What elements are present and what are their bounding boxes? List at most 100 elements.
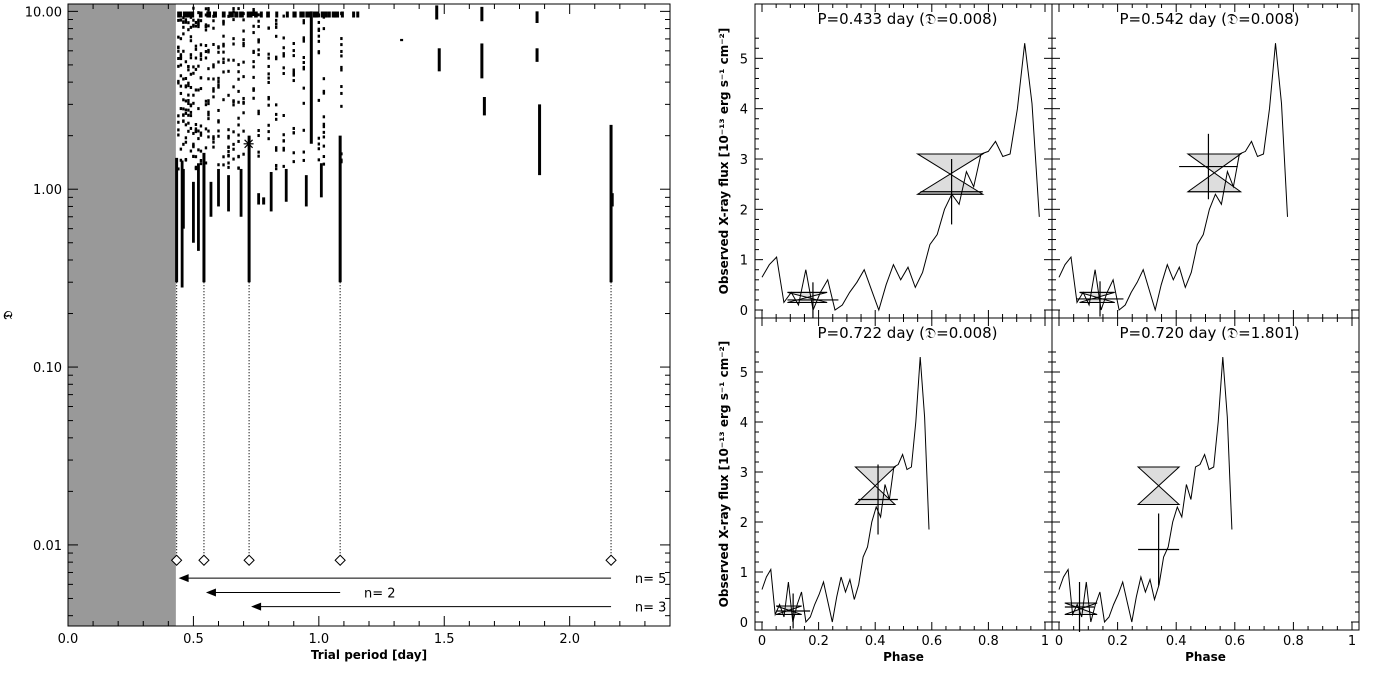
trial-point — [194, 127, 198, 131]
trial-point — [179, 54, 183, 58]
lightcurve-panel: P=0.722 day (𝔇=0.008) 0 1 2 3 4 5 Observed X-ra… — [717, 317, 1053, 664]
trial-point — [184, 136, 188, 140]
trial-point — [322, 155, 326, 159]
trial-point — [179, 84, 183, 88]
trial-point — [222, 98, 225, 102]
trial-point — [252, 96, 255, 100]
trial-point — [197, 25, 200, 29]
trial-point — [302, 19, 305, 23]
trial-point — [199, 87, 203, 91]
trial-point — [182, 25, 185, 29]
trial-point — [207, 67, 210, 71]
lightcurve-panel: P=0.433 day (𝔇=0.008) 0 1 2 3 4 5 Observed X-ra… — [717, 3, 1053, 319]
trial-point — [207, 24, 210, 28]
trial-point — [227, 153, 230, 157]
trial-point — [189, 126, 193, 130]
trial-point — [252, 75, 255, 79]
lightcurve-panel: P=0.720 day (𝔇=1.801) 0 0.2 0.4 0.6 0.8 1 Phase — [1051, 317, 1360, 664]
x-tick-label: 1.0 — [308, 632, 329, 647]
trial-point — [184, 60, 188, 64]
trial-point — [257, 154, 260, 158]
trial-point — [282, 133, 285, 137]
trial-point — [257, 48, 260, 52]
trial-point — [177, 167, 180, 171]
trial-point — [292, 49, 295, 53]
trial-point — [192, 154, 195, 158]
panel-title: P=0.720 day (𝔇=1.801) — [1119, 324, 1299, 342]
trial-point — [197, 137, 200, 141]
trial-point — [207, 129, 210, 133]
trial-point — [266, 11, 270, 18]
trial-point — [177, 11, 181, 18]
trial-point — [228, 11, 232, 18]
trial-point — [179, 18, 183, 22]
trial-point — [182, 20, 185, 24]
trial-point — [212, 87, 215, 91]
trial-point — [192, 101, 195, 105]
trial-point — [237, 7, 240, 11]
trial-point — [240, 11, 244, 18]
trial-point — [252, 31, 255, 35]
trial-point — [302, 21, 305, 25]
trial-point — [192, 145, 195, 149]
trial-point — [197, 88, 200, 92]
trial-point — [292, 126, 295, 130]
trial-point — [340, 91, 343, 95]
harmonic-arrowhead — [251, 602, 262, 611]
y-tick-label: 0 — [740, 616, 748, 631]
trial-point — [237, 155, 240, 159]
trial-point — [192, 93, 195, 97]
minimum-diamond — [334, 554, 346, 566]
trial-point — [322, 162, 326, 166]
trial-point — [302, 39, 305, 43]
trial-point — [267, 123, 270, 127]
trial-point — [246, 11, 250, 18]
trial-point — [302, 56, 305, 60]
trial-point — [257, 19, 260, 23]
trial-point — [182, 119, 185, 123]
trial-point — [282, 52, 285, 56]
trial-point — [207, 50, 210, 54]
trial-point — [189, 85, 193, 89]
trial-point — [292, 131, 295, 135]
trial-point — [177, 64, 180, 68]
trial-point — [352, 11, 356, 18]
trial-point — [184, 20, 188, 24]
lightcurve-line — [1058, 43, 1288, 312]
trial-point — [182, 142, 185, 146]
trial-point — [194, 24, 198, 28]
trial-point — [232, 58, 235, 62]
y-tick-label: 2 — [740, 516, 748, 531]
trial-point — [257, 38, 260, 42]
trial-point — [217, 108, 220, 112]
trial-point — [242, 18, 245, 22]
trial-point — [242, 60, 245, 64]
trial-point — [252, 65, 255, 69]
trial-point — [222, 34, 225, 38]
trial-point — [235, 11, 239, 18]
trial-point — [199, 54, 203, 58]
trial-point — [179, 107, 183, 111]
trial-point — [282, 54, 285, 58]
trial-point — [237, 77, 240, 81]
lightcurve-line — [1058, 356, 1233, 624]
trial-point — [302, 86, 305, 90]
trial-point — [232, 42, 235, 46]
trial-point — [184, 108, 188, 112]
trial-point — [274, 55, 278, 59]
trial-point — [322, 91, 326, 95]
trial-point — [267, 52, 270, 56]
trial-point — [217, 163, 220, 167]
trial-point — [292, 151, 295, 155]
trial-point — [237, 100, 240, 104]
minimum-diamond — [170, 554, 183, 566]
trial-point — [317, 98, 321, 102]
trial-point — [179, 147, 183, 151]
trial-point — [189, 56, 193, 60]
trial-point — [217, 60, 220, 64]
minimum-diamond — [605, 554, 617, 566]
trial-point — [242, 29, 245, 33]
x-axis-label: Phase — [1185, 650, 1226, 664]
trial-point — [274, 18, 278, 22]
y-tick-label: 0 — [740, 304, 748, 319]
